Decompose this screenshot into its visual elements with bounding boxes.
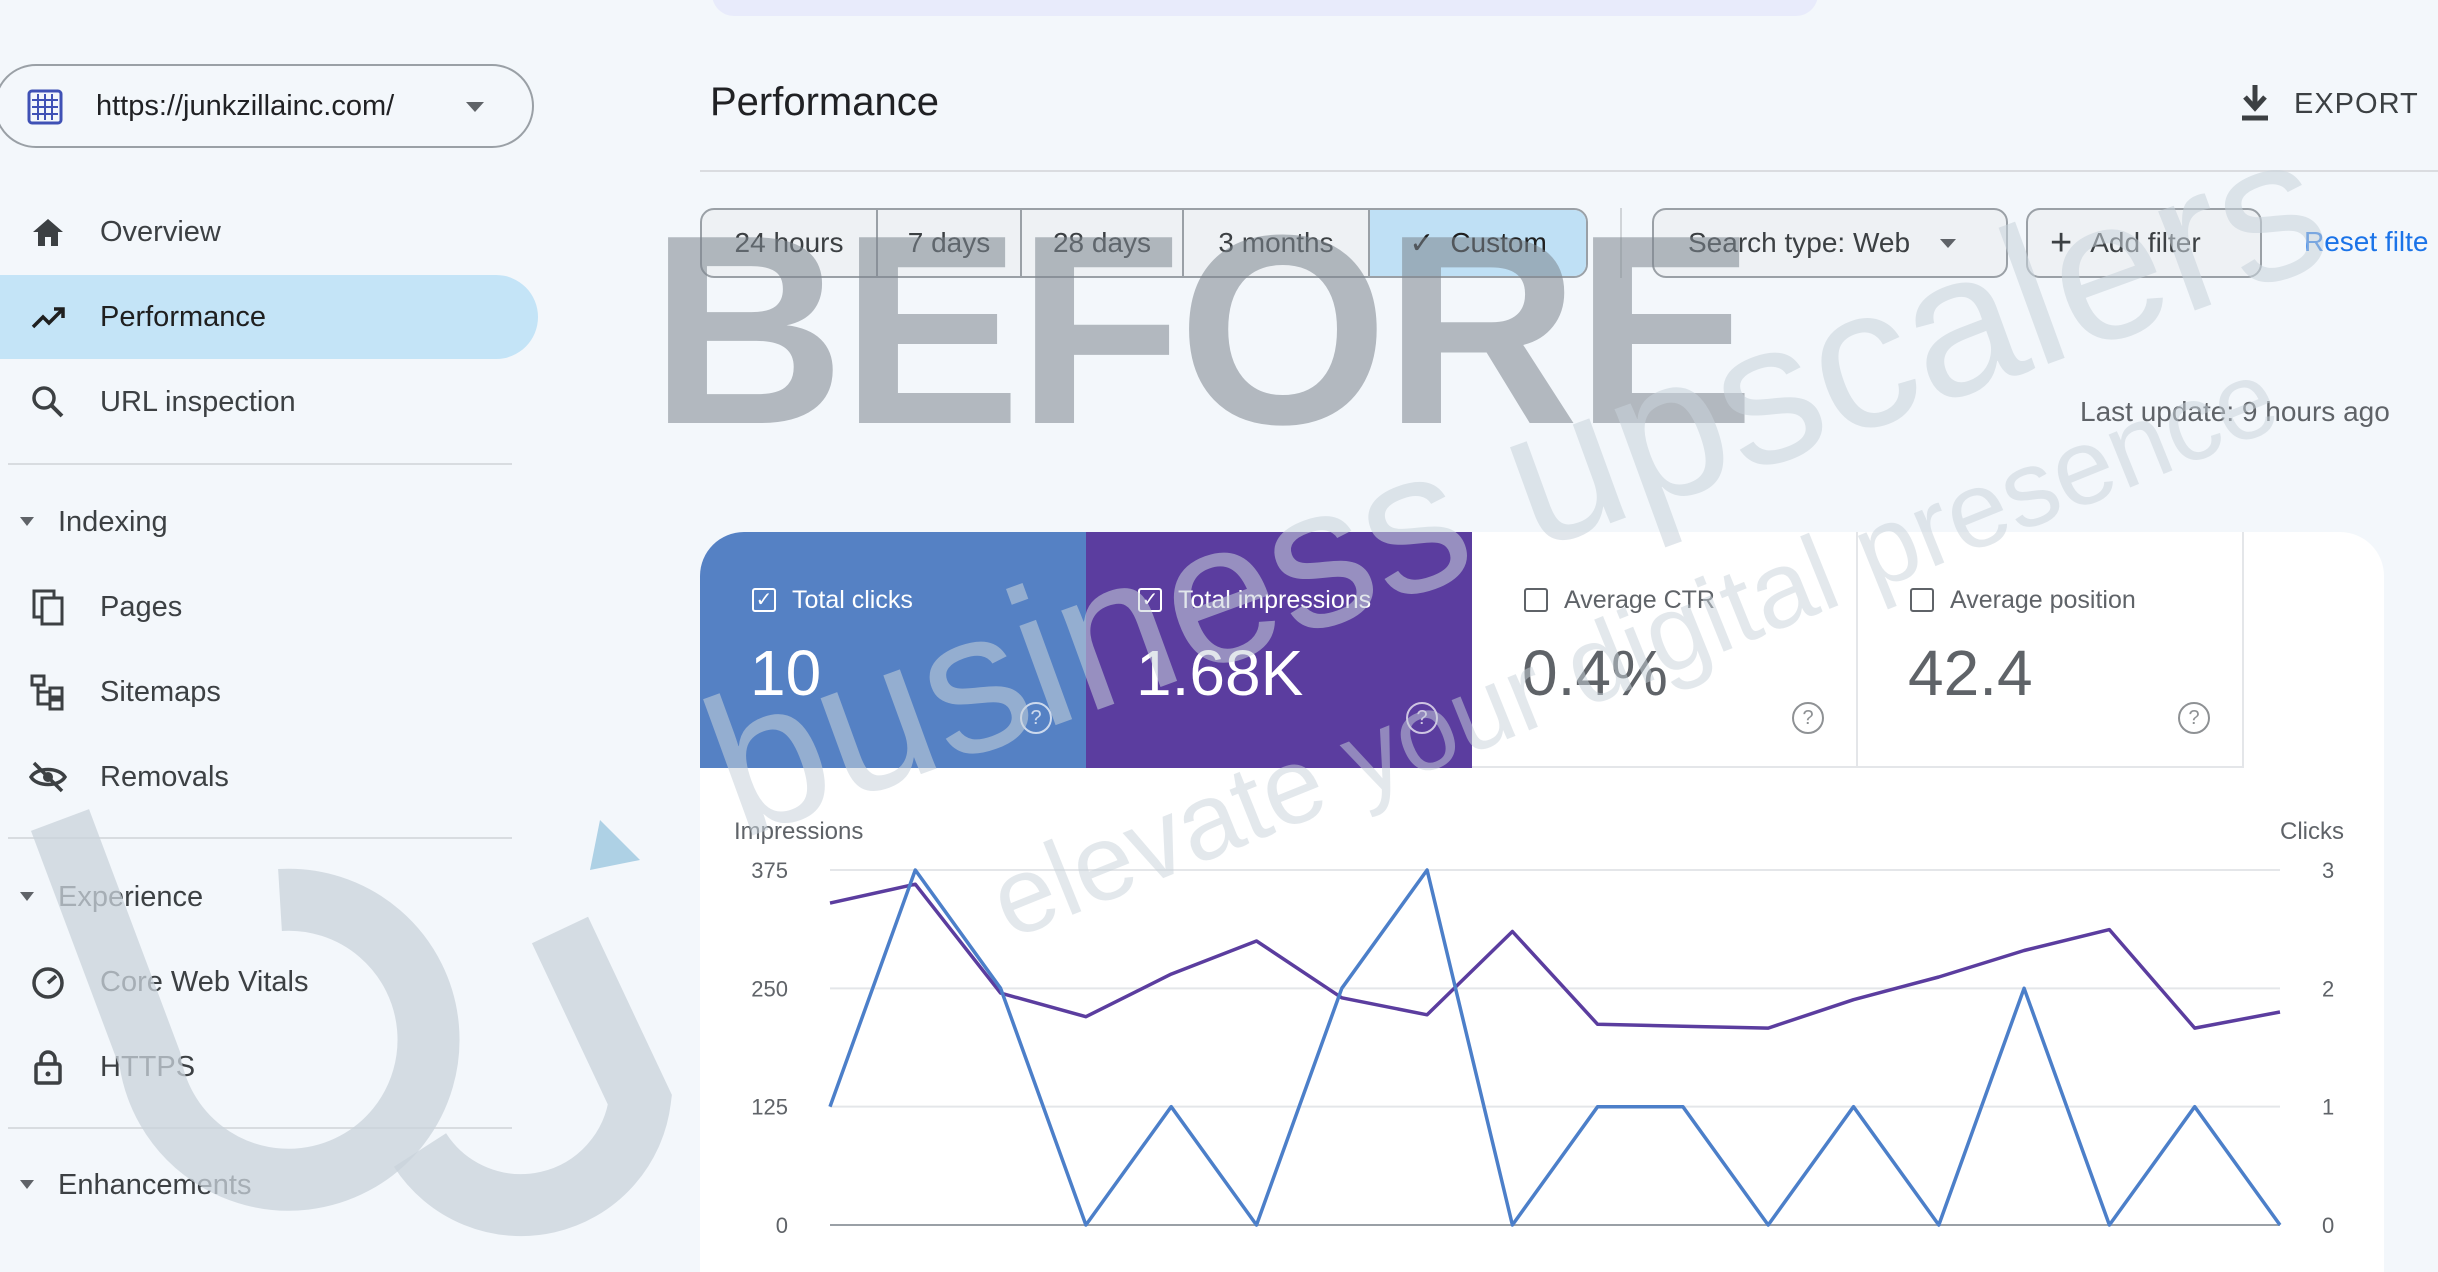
section-experience[interactable]: Experience [0, 872, 520, 922]
metric-value: 42.4 [1908, 637, 2033, 709]
expand-triangle-icon [20, 517, 34, 526]
sidebar-item-label: Removals [100, 761, 229, 793]
sidebar-divider [8, 463, 512, 465]
left-tick-label: 0 [776, 1213, 788, 1238]
sidebar-item-sitemaps[interactable]: Sitemaps [0, 650, 538, 734]
expand-triangle-icon [20, 1180, 34, 1189]
filter-separator [1620, 208, 1622, 278]
metric-total-impressions[interactable]: ✓ Total impressions 1.68K ? [1086, 532, 1472, 768]
help-icon[interactable]: ? [1020, 702, 1052, 734]
performance-chart: Impressions Clicks 375 3 250 2 125 1 0 0 [700, 800, 2384, 1254]
date-chip-24-hours[interactable]: 24 hours [702, 210, 878, 276]
check-icon: ✓ [1409, 226, 1435, 260]
checkbox-checked-icon[interactable]: ✓ [1138, 588, 1162, 612]
metric-value: 0.4% [1522, 637, 1668, 709]
top-search-bar[interactable] [712, 0, 1818, 16]
impressions-series-line [829, 882, 2281, 1030]
custom-label: Custom [1450, 227, 1547, 258]
sidebar-item-label: Sitemaps [100, 676, 221, 708]
right-tick-label: 1 [2322, 1095, 2334, 1120]
date-chip-3-months[interactable]: 3 months [1184, 210, 1370, 276]
reset-filters-link[interactable]: Reset filte [2304, 226, 2429, 257]
section-indexing[interactable]: Indexing [0, 497, 520, 547]
date-chip-28-days[interactable]: 28 days [1022, 210, 1184, 276]
metric-value: 10 [750, 637, 822, 709]
sidebar-item-performance[interactable]: Performance [0, 275, 538, 359]
add-filter-label: Add filter [2090, 227, 2201, 258]
search-type-dropdown[interactable]: Search type: Web [1652, 208, 2008, 278]
right-tick-label: 2 [2322, 976, 2334, 1001]
date-chip-7-days[interactable]: 7 days [878, 210, 1022, 276]
add-filter-button[interactable]: + Add filter [2026, 208, 2262, 278]
property-selector[interactable]: https://junkzillainc.com/ [0, 64, 534, 148]
chevron-down-icon [1940, 238, 1957, 248]
right-tick-label: 0 [2322, 1213, 2334, 1238]
last-update-text: Last update: 9 hours ago [2080, 396, 2390, 427]
sitemap-icon [30, 674, 64, 711]
sidebar-item-https[interactable]: HTTPS [0, 1025, 538, 1109]
metric-total-clicks[interactable]: ✓ Total clicks 10 ? [700, 532, 1086, 768]
checkbox-unchecked-icon[interactable] [1910, 588, 1934, 612]
expand-triangle-icon [20, 892, 34, 901]
sidebar-item-removals[interactable]: Removals [0, 735, 538, 819]
property-url: https://junkzillainc.com/ [96, 90, 395, 122]
help-icon[interactable]: ? [1792, 702, 1824, 734]
checkbox-unchecked-icon[interactable] [1524, 588, 1548, 612]
metric-average-position[interactable]: Average position 42.4 ? [1858, 532, 2244, 768]
date-range-selector[interactable]: 24 hours 7 days 28 days 3 months ✓ Custo… [700, 208, 1588, 278]
sidebar-item-label: Performance [100, 301, 267, 333]
left-tick-label: 250 [751, 976, 788, 1001]
help-icon[interactable]: ? [1406, 702, 1438, 734]
sidebar-item-pages[interactable]: Pages [0, 565, 538, 649]
download-icon [2242, 85, 2268, 121]
page-title: Performance [710, 80, 939, 124]
help-icon[interactable]: ? [2178, 702, 2210, 734]
sidebar-item-overview[interactable]: Overview [0, 190, 538, 274]
search-type-label: Search type: Web [1688, 227, 1911, 258]
trending-up-icon [31, 307, 65, 329]
property-grid-icon [27, 89, 63, 125]
pages-icon [32, 589, 64, 626]
home-icon [33, 219, 63, 246]
left-axis-title: Impressions [734, 818, 864, 845]
left-tick-label: 375 [751, 858, 788, 883]
right-axis-title: Clicks [2280, 818, 2344, 845]
date-chip-custom[interactable]: ✓ Custom [1370, 210, 1586, 276]
plus-icon: + [2050, 222, 2073, 264]
gauge-icon [32, 967, 64, 999]
sidebar-item-label: URL inspection [100, 386, 296, 418]
line-chart-svg: 375 3 250 2 125 1 0 0 [751, 858, 2334, 1238]
metric-average-ctr[interactable]: Average CTR 0.4% ? [1472, 532, 1858, 768]
sidebar-item-url-inspection[interactable]: URL inspection [0, 360, 538, 444]
metric-value: 1.68K [1136, 637, 1304, 709]
sidebar-item-label: HTTPS [100, 1051, 196, 1083]
header-divider [700, 170, 2438, 172]
eye-off-icon [28, 761, 68, 793]
clicks-series-line [828, 868, 2282, 1227]
sidebar-divider [8, 1127, 512, 1129]
sidebar-item-label: Core Web Vitals [100, 966, 309, 998]
sidebar-item-label: Pages [100, 591, 183, 623]
right-tick-label: 3 [2322, 858, 2334, 883]
chevron-down-icon [466, 102, 484, 112]
section-enhancements[interactable]: Enhancements [0, 1160, 520, 1210]
left-tick-label: 125 [751, 1095, 788, 1120]
checkbox-checked-icon[interactable]: ✓ [752, 588, 776, 612]
before-watermark: BEFORE [650, 180, 1755, 481]
lock-icon [34, 1050, 62, 1085]
sidebar-item-core-web-vitals[interactable]: Core Web Vitals [0, 940, 538, 1024]
sidebar-item-label: Overview [100, 216, 221, 248]
sidebar-divider [8, 837, 512, 839]
search-icon [32, 386, 64, 418]
